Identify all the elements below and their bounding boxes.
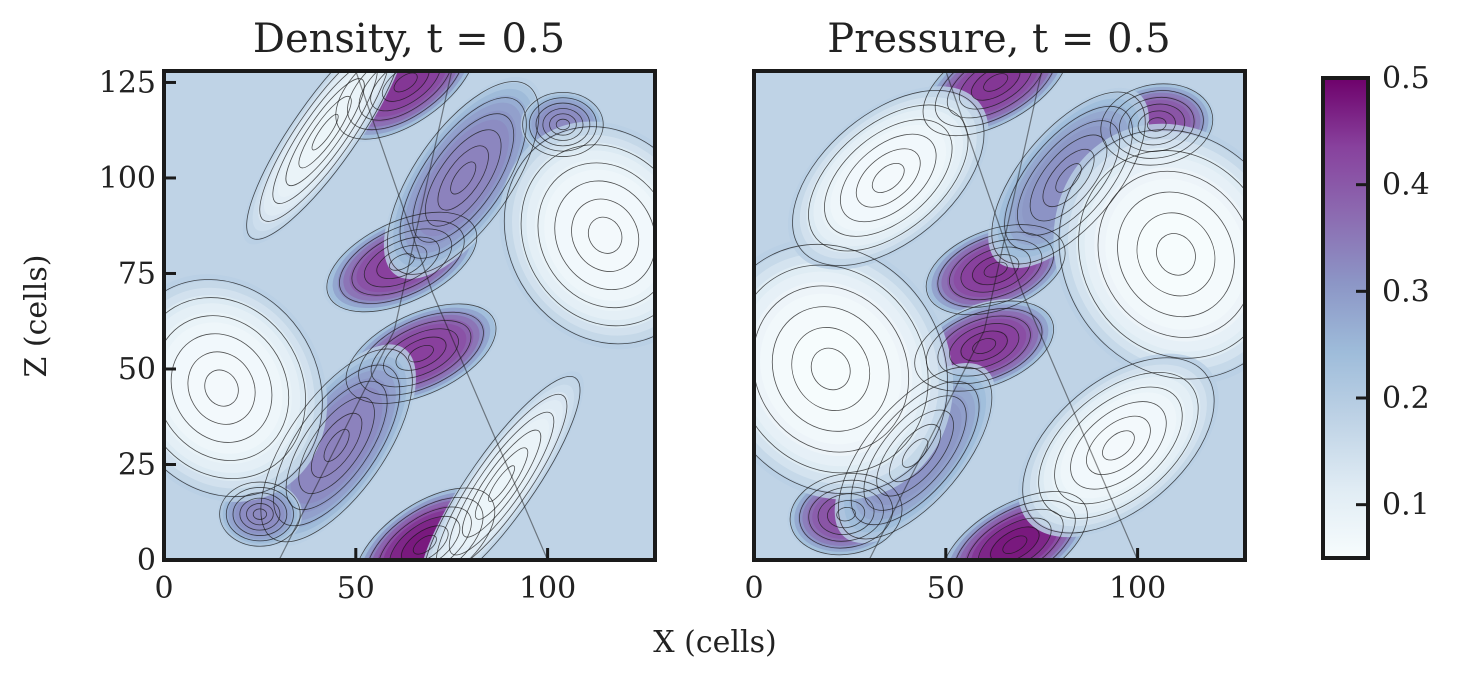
density-contour-set: [260, 348, 413, 543]
y-tick-label: 125: [99, 65, 156, 100]
pressure-contour-set: [789, 473, 903, 556]
pressure-contour-set: [1022, 357, 1215, 534]
density-contour-set: [219, 481, 301, 547]
pressure-ridge-line: [868, 71, 1043, 560]
colorbar-tick-label: 0.1: [1382, 488, 1430, 523]
pressure-contour-set: [792, 89, 985, 266]
colorbar: 0.1 0.2 0.3 0.4 0.5: [1321, 61, 1430, 560]
pressure-contour-set: [1100, 83, 1214, 166]
colorbar-tick-label: 0.3: [1382, 274, 1430, 309]
density-contour-set: [345, 303, 497, 404]
pressure-contour-set: [1058, 129, 1245, 380]
y-tick-label: 100: [99, 161, 156, 196]
pressure-contours: [754, 71, 1245, 560]
pressure-contour-set: [922, 71, 1069, 137]
density-contour-set: [354, 487, 496, 560]
x-axis-label: X (cells): [653, 625, 776, 660]
density-contour-set: [326, 211, 478, 313]
y-tick-label: 75: [118, 256, 156, 291]
density-blob: [242, 71, 408, 245]
pressure-blob: [788, 86, 989, 270]
y-axis-label: Z (cells): [19, 255, 54, 378]
pressure-blob: [1018, 353, 1219, 538]
density-contour-set: [522, 91, 604, 157]
density-blob: [383, 77, 543, 279]
x-tick-label: 50: [337, 571, 375, 606]
pressure-contour-set: [837, 366, 993, 540]
y-tick-label: 50: [118, 352, 156, 387]
pressure-panel: Pressure, t = 0.5 0 50 100: [744, 16, 1247, 606]
density-blob: [419, 371, 584, 560]
x-tick-label: 50: [927, 571, 965, 606]
x-tick-label: 100: [1109, 571, 1166, 606]
pressure-title: Pressure, t = 0.5: [827, 16, 1170, 62]
density-contour-set: [387, 81, 540, 275]
density-ridge-line: [278, 71, 453, 560]
pressure-field: [754, 71, 1245, 560]
pressure-contour-set: [941, 491, 1088, 560]
density-frame: [162, 69, 657, 562]
density-contour-set: [422, 376, 581, 560]
pressure-ticks: 0 50 100: [744, 548, 1166, 606]
x-tick-label: 0: [154, 571, 173, 606]
colorbar-tick-label: 0.4: [1382, 168, 1430, 203]
density-blob: [164, 274, 328, 502]
colorbar-fill: [1323, 78, 1368, 558]
colorbar-frame: [1321, 76, 1370, 560]
y-tick-label: 25: [118, 447, 156, 482]
density-contours: [164, 71, 655, 560]
density-ridge-line: [355, 71, 549, 560]
pressure-frame: [752, 69, 1247, 562]
y-tick-label: 0: [137, 543, 156, 578]
density-contour-set: [246, 71, 404, 240]
colorbar-ticks: 0.1 0.2 0.3 0.4 0.5: [1356, 61, 1430, 523]
density-contour-set: [503, 126, 655, 345]
pressure-ridge-line: [945, 71, 1139, 560]
colorbar-tick-label: 0.2: [1382, 381, 1430, 416]
x-tick-label: 100: [519, 571, 576, 606]
density-field: [164, 71, 655, 560]
density-blob: [499, 121, 655, 350]
pressure-contour-set: [754, 243, 949, 495]
density-panel: Density, t = 0.5 0 50 100 0 25 50 75 100 125: [99, 16, 657, 606]
density-title: Density, t = 0.5: [253, 16, 565, 62]
colorbar-tick-label: 0.5: [1382, 61, 1430, 96]
x-tick-label: 0: [744, 571, 763, 606]
density-ticks: 0 50 100 0 25 50 75 100 125: [99, 65, 576, 606]
